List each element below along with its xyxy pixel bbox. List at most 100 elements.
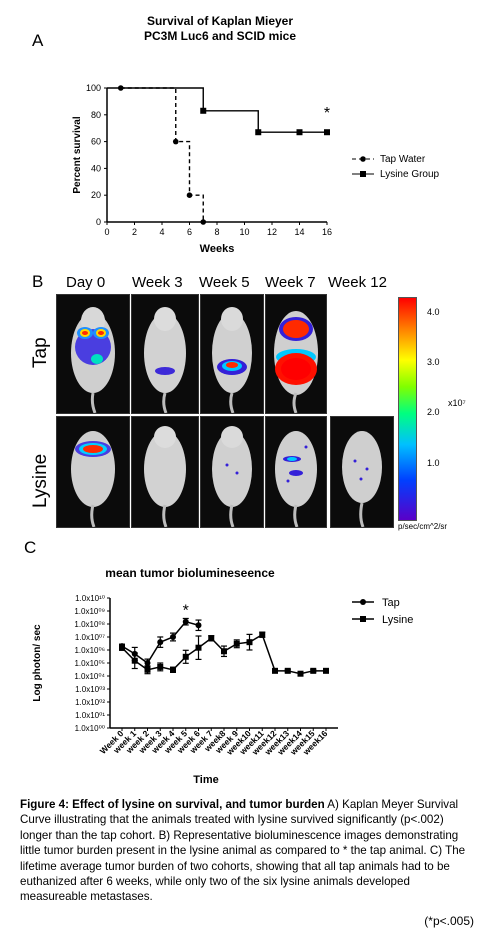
row-label-lysine: Lysine bbox=[30, 453, 51, 508]
caption-text: A) Kaplan Meyer Survival Curve illustrat… bbox=[20, 798, 466, 904]
point-tap bbox=[157, 639, 164, 646]
y-tick-label: 1.0x10⁰⁹ bbox=[74, 607, 105, 616]
y-axis-label: Log photon/ sec bbox=[32, 624, 43, 702]
panel-a-title-line2: PC3M Luc6 and SCID mice bbox=[143, 29, 297, 43]
row-label-tap: Tap bbox=[30, 337, 51, 368]
point-tap bbox=[182, 618, 189, 625]
point-lysine-group bbox=[296, 129, 303, 136]
point-tap-water bbox=[117, 85, 124, 91]
image-lysine-week3 bbox=[131, 416, 199, 528]
x-tick-label: 8 bbox=[214, 227, 219, 237]
y-tick-label: 1.0x10⁰⁵ bbox=[74, 659, 105, 668]
legend-label-tap: Tap bbox=[382, 597, 400, 609]
colorbar-tick-4: 4.0 bbox=[427, 307, 440, 317]
y-tick-label: 1.0x10¹⁰ bbox=[75, 594, 105, 603]
legend-label-lysine: Lysine bbox=[382, 614, 413, 626]
significance-asterisk: * bbox=[324, 105, 330, 122]
y-tick-label: 1.0x10⁰¹ bbox=[75, 711, 105, 720]
y-tick-label: 100 bbox=[86, 83, 101, 93]
legend-marker-tap-water bbox=[360, 156, 366, 162]
colorbar-unit: p/sec/cm^2/sr bbox=[398, 522, 448, 531]
legend-marker-lysine bbox=[360, 616, 366, 622]
colorbar-exponent: x10⁷ bbox=[448, 398, 466, 408]
x-tick-label: 0 bbox=[104, 227, 109, 237]
image-tap-day0 bbox=[56, 294, 130, 414]
point-lysine bbox=[131, 657, 138, 664]
panel-a-letter: A bbox=[32, 31, 44, 50]
image-tap-week3 bbox=[131, 294, 199, 414]
point-lysine-group bbox=[255, 129, 262, 136]
significance-asterisk: * bbox=[183, 603, 189, 620]
x-axis-label: Time bbox=[193, 774, 218, 786]
point-lysine bbox=[246, 639, 253, 646]
point-lysine bbox=[157, 663, 164, 670]
image-lysine-day0 bbox=[56, 416, 130, 528]
point-tap-water bbox=[200, 219, 207, 225]
point-lysine bbox=[221, 648, 227, 655]
point-tap-water bbox=[172, 138, 179, 145]
y-tick-label: 1.0x10⁰³ bbox=[75, 685, 105, 694]
figure-caption: Figure 4: Effect of lysine on survival, … bbox=[20, 797, 472, 905]
series-line-lysine-group bbox=[107, 87, 327, 133]
y-tick-label: 1.0x10⁰⁷ bbox=[75, 633, 105, 642]
point-tap-water bbox=[186, 192, 193, 198]
significance-note: (*p<.005) bbox=[424, 914, 474, 928]
series-line-tap-water bbox=[120, 87, 204, 222]
legend-marker-lysine-group bbox=[360, 171, 366, 177]
column-label-week7: Week 7 bbox=[265, 274, 316, 291]
panel-c-letter: C bbox=[24, 538, 37, 557]
colorbar-tick-1: 1.0 bbox=[427, 458, 440, 468]
y-tick-label: 1.0x10⁰⁸ bbox=[74, 620, 105, 629]
point-lysine bbox=[233, 640, 240, 647]
x-tick-label: 14 bbox=[294, 227, 304, 237]
legend-marker-tap bbox=[360, 599, 366, 605]
x-tick-label: 16 bbox=[322, 227, 332, 237]
point-lysine bbox=[323, 667, 329, 674]
point-lysine bbox=[259, 631, 266, 638]
point-lysine bbox=[170, 666, 176, 673]
colorbar-tick-2: 2.0 bbox=[427, 407, 440, 417]
point-lysine bbox=[208, 635, 215, 642]
point-lysine bbox=[284, 667, 291, 674]
image-tap-week7 bbox=[265, 294, 327, 414]
image-lysine-week7 bbox=[265, 416, 327, 528]
x-tick-label: 4 bbox=[159, 227, 164, 237]
bioluminescence-chart: mean tumor biolumineseence 1.0x10⁰⁰ 1.0x10… bbox=[32, 566, 413, 786]
point-tap bbox=[144, 660, 151, 666]
image-tap-week5 bbox=[200, 294, 264, 414]
survival-chart: 0 2 4 6 8 10 12 14 16 0 20 40 60 80 100 Weeks Percent su… bbox=[72, 83, 440, 255]
point-lysine-group bbox=[324, 129, 330, 136]
point-lysine bbox=[272, 667, 278, 674]
column-label-week5: Week 5 bbox=[199, 274, 250, 291]
chart-title: mean tumor biolumineseence bbox=[105, 566, 275, 580]
y-tick-label: 1.0x10⁰⁰ bbox=[75, 724, 105, 733]
x-tick-label: 12 bbox=[267, 227, 277, 237]
point-lysine-group bbox=[200, 107, 207, 114]
y-tick-label: 60 bbox=[91, 137, 101, 147]
point-tap bbox=[170, 634, 176, 640]
point-lysine bbox=[182, 653, 189, 660]
x-axis-label: Weeks bbox=[200, 243, 235, 255]
column-label-week12: Week 12 bbox=[328, 274, 387, 291]
x-tick-label: 10 bbox=[239, 227, 249, 237]
point-tap bbox=[195, 622, 202, 629]
panel-b-letter: B bbox=[32, 272, 44, 291]
y-tick-label: 80 bbox=[91, 110, 101, 120]
point-lysine bbox=[195, 644, 202, 651]
image-lysine-week12 bbox=[330, 416, 394, 528]
legend-label-tap-water: Tap Water bbox=[380, 154, 426, 165]
x-tick-label: 6 bbox=[187, 227, 192, 237]
image-lysine-week5 bbox=[200, 416, 264, 528]
colorbar-tick-3: 3.0 bbox=[427, 357, 440, 367]
y-tick-label: 40 bbox=[91, 163, 101, 173]
caption-bold: Figure 4: Effect of lysine on survival, … bbox=[20, 798, 325, 811]
point-lysine bbox=[310, 667, 317, 674]
point-lysine bbox=[119, 644, 125, 651]
x-tick-label: 2 bbox=[132, 227, 137, 237]
column-label-day0: Day 0 bbox=[66, 274, 106, 291]
y-tick-label: 0 bbox=[96, 217, 101, 227]
legend-label-lysine-group: Lysine Group bbox=[380, 169, 440, 180]
point-lysine bbox=[144, 666, 151, 673]
y-tick-label: 1.0x10⁰⁴ bbox=[74, 672, 105, 681]
y-tick-label: 1.0x10⁰⁶ bbox=[74, 646, 105, 655]
